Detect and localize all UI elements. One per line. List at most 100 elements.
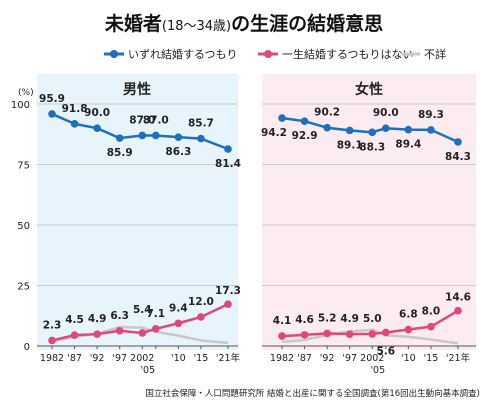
- male-data-label: 9.4: [169, 302, 188, 314]
- y-tick-label: 0: [24, 342, 30, 353]
- female-data-point: [345, 330, 354, 338]
- female-data-point: [404, 125, 413, 134]
- female-data-point: [381, 328, 390, 337]
- male-data-label: 4.5: [65, 314, 84, 326]
- female-data-label: 5.2: [318, 312, 337, 324]
- x-tick-label: '21年: [446, 352, 471, 364]
- legend-marry-marker: [110, 50, 118, 58]
- female-data-point: [323, 329, 331, 338]
- x-tick-label: 2002: [130, 353, 154, 364]
- x-tick-label: '97: [112, 353, 127, 364]
- female-data-label: 94.2: [261, 127, 287, 139]
- y-tick-label: 50: [17, 221, 30, 232]
- x-tick-label: '92: [320, 353, 335, 364]
- female-data-label: 89.3: [418, 109, 444, 121]
- female-data-label: 84.3: [445, 151, 471, 163]
- female-data-label: 89.4: [395, 139, 421, 151]
- male-data-point: [174, 133, 183, 141]
- female-data-point: [454, 306, 462, 315]
- female-data-label: 8.0: [422, 306, 441, 318]
- female-data-label: 90.0: [373, 107, 399, 119]
- y-tick-label: 25: [17, 282, 30, 293]
- male-data-point: [48, 110, 56, 118]
- female-data-point: [278, 114, 286, 122]
- female-data-label: 89.1: [337, 139, 363, 151]
- y-unit-label: (%): [18, 88, 34, 98]
- female-data-label: 4.9: [340, 313, 359, 325]
- female-data-point: [454, 138, 462, 146]
- male-data-point: [138, 131, 147, 140]
- male-data-label: 7.1: [146, 308, 165, 320]
- female-data-label: 4.6: [295, 314, 314, 326]
- female-data-point: [368, 128, 377, 137]
- x-tick-label: '10: [401, 353, 416, 364]
- legend-marry-label: いずれ結婚するつもり: [128, 47, 238, 61]
- y-tick-label: 75: [17, 161, 30, 172]
- female-data-label: 5.0: [363, 313, 382, 325]
- male-data-label: 87.0: [143, 114, 169, 126]
- female-data-point: [427, 126, 435, 134]
- male-data-point: [115, 134, 124, 142]
- male-data-point: [224, 300, 232, 308]
- male-data-label: 85.9: [107, 147, 133, 159]
- title-main-a: 未婚者: [104, 12, 162, 35]
- female-panel-title: 女性: [355, 81, 383, 98]
- chart-title: 未婚者(18〜34歳)の生涯の結婚意思: [104, 12, 383, 35]
- male-data-label: 91.8: [62, 103, 88, 115]
- female-data-label: 88.3: [359, 141, 385, 153]
- x-tick-label: '15: [424, 353, 439, 364]
- female-data-label: 4.1: [273, 315, 292, 327]
- female-panel-bg: [262, 74, 476, 350]
- female-data-label: 90.2: [314, 107, 340, 119]
- x-tick-label-05: '05: [140, 365, 155, 376]
- male-data-point: [224, 145, 232, 153]
- female-data-point: [381, 124, 390, 132]
- male-data-label: 90.0: [84, 107, 110, 119]
- female-series-line-unknown: [281, 328, 459, 345]
- male-data-point: [115, 326, 124, 335]
- male-data-point: [174, 319, 183, 328]
- female-data-point: [427, 322, 435, 331]
- x-tick-label: '10: [171, 353, 186, 364]
- male-series-group: 95.991.890.085.987.087.086.385.781.42.3 4…: [39, 93, 241, 345]
- male-data-label: 12.0: [188, 296, 214, 308]
- female-data-point: [300, 117, 309, 125]
- female-data-label: 5.6: [376, 345, 395, 357]
- female-data-point: [404, 325, 413, 334]
- male-data-label: 87.0: [129, 114, 155, 126]
- legend-unknown-label: 不詳: [424, 47, 446, 61]
- male-data-label: 81.4: [215, 158, 241, 170]
- male-data-label: 4.9: [88, 313, 107, 325]
- x-tick-label: '87: [297, 353, 312, 364]
- legend-never-marker: [264, 50, 272, 58]
- male-data-point: [93, 330, 101, 338]
- x-tick-label: 1982: [40, 353, 64, 364]
- male-data-label: 6.3: [110, 310, 129, 322]
- x-tick-label: '97: [342, 353, 357, 364]
- male-data-point: [93, 124, 101, 132]
- male-data-point: [197, 134, 205, 143]
- female-data-point: [300, 331, 309, 339]
- male-data-label: 95.9: [39, 93, 65, 105]
- male-data-label: 86.3: [165, 146, 191, 158]
- female-data-point: [345, 126, 354, 135]
- female-series-group: 94.2 92.990.289.188.390.089.489.384.34.1 4…: [261, 107, 471, 358]
- male-data-label: 85.7: [188, 118, 214, 130]
- x-tick-label: '15: [194, 353, 209, 364]
- male-data-point: [151, 325, 160, 333]
- legend-never-label: 一生結婚するつもりはない: [282, 47, 414, 61]
- female-x-axis-ticks: 1982'87 '92 '97 2002 '10 '15 '21年 '05: [270, 346, 471, 376]
- x-tick-label: 1982: [270, 353, 294, 364]
- x-tick-label: '92: [90, 353, 105, 364]
- x-tick-label: '87: [67, 353, 82, 364]
- female-data-label: 92.9: [292, 130, 318, 142]
- y-axis-ticks: 100 75 50 25 0: [11, 100, 30, 353]
- female-data-point: [278, 332, 286, 340]
- title-main-b: の生涯の結婚意思: [231, 12, 383, 35]
- source-note: 国立社会保障・人口問題研究所 結婚と出産に関する全国調査(第16回出生動向基本調…: [145, 388, 480, 399]
- female-data-label: 6.8: [399, 309, 418, 321]
- male-data-label: 5.4: [133, 304, 152, 316]
- x-tick-label: '21年: [216, 352, 241, 364]
- y-tick-label: 100: [11, 100, 30, 111]
